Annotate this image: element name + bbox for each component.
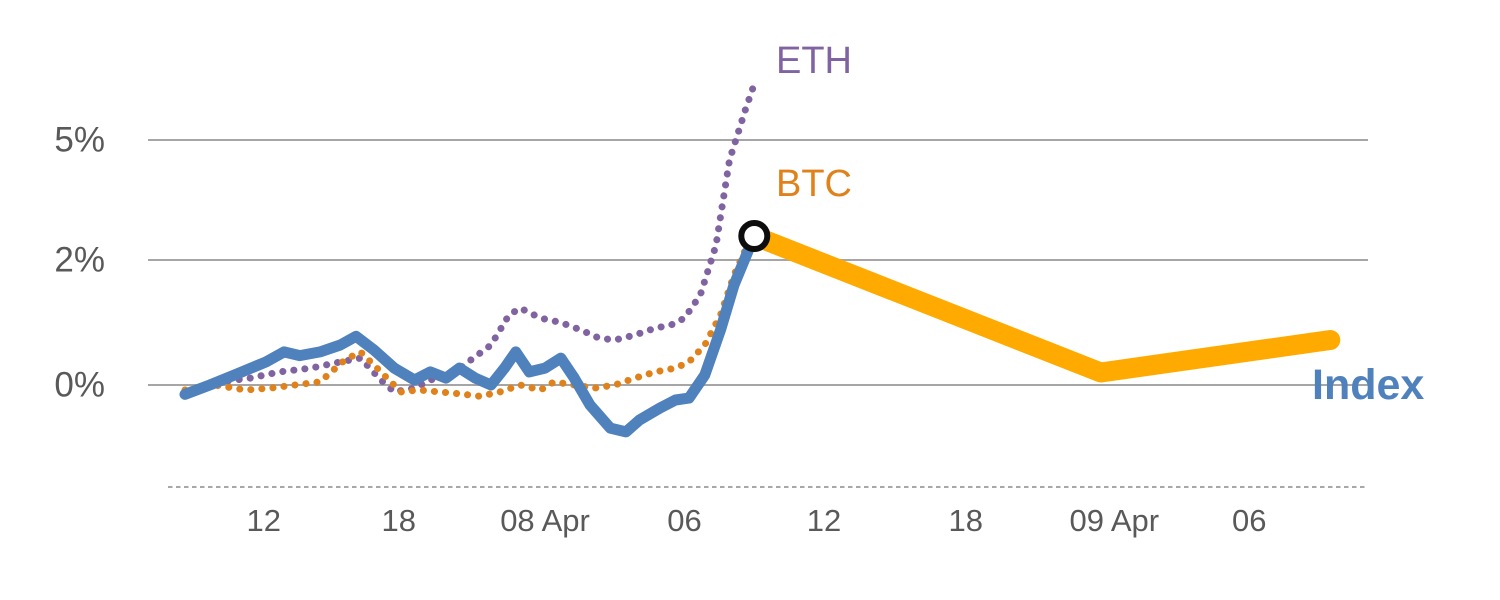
eth-series-label: ETH (776, 40, 852, 82)
x-tick-label: 09 Apr (1069, 503, 1159, 538)
y-gridline-label: 0% (54, 366, 105, 405)
index-forecast-line (744, 226, 1341, 383)
x-tick-label: 06 (667, 503, 701, 538)
x-tick-label: 08 Apr (500, 503, 590, 538)
index-series-label: Index (1312, 361, 1425, 409)
x-tick-label: 06 (1232, 503, 1266, 538)
y-gridline-label: 5% (54, 121, 105, 160)
btc-line (181, 236, 754, 400)
x-tick-label: 18 (382, 503, 416, 538)
btc-series-label: BTC (776, 163, 852, 205)
eth-line (181, 80, 758, 396)
forecast-start-marker (738, 220, 771, 252)
x-tick-label: 12 (247, 503, 281, 538)
y-gridline-label: 2% (54, 241, 105, 280)
x-tick-label: 12 (807, 503, 841, 538)
x-tick-label: 18 (949, 503, 983, 538)
index-line (179, 230, 760, 438)
